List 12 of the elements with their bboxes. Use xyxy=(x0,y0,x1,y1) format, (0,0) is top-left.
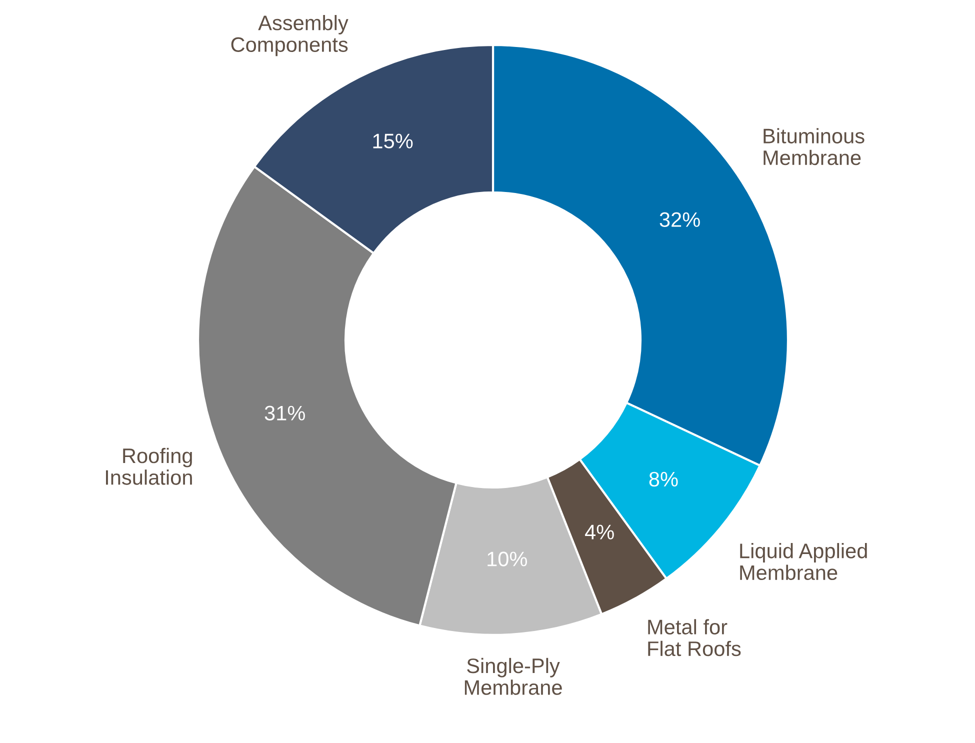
data-label: 15% xyxy=(373,134,413,148)
data-label: 8% xyxy=(649,472,678,487)
data-label: 31% xyxy=(264,406,305,420)
slice-label: Single-Ply Membrane xyxy=(464,658,562,695)
slice-label: Roofing Insulation xyxy=(106,448,192,485)
data-label: 10% xyxy=(488,552,528,566)
slice-label: Assembly Components xyxy=(231,14,348,56)
slice-label: Bituminous Membrane xyxy=(764,128,864,166)
slice-label: Liquid Applied Membrane xyxy=(740,543,867,580)
slice-label: Metal for Flat Roofs xyxy=(648,619,741,656)
data-label: 4% xyxy=(585,524,614,540)
data-label: 32% xyxy=(660,212,700,228)
